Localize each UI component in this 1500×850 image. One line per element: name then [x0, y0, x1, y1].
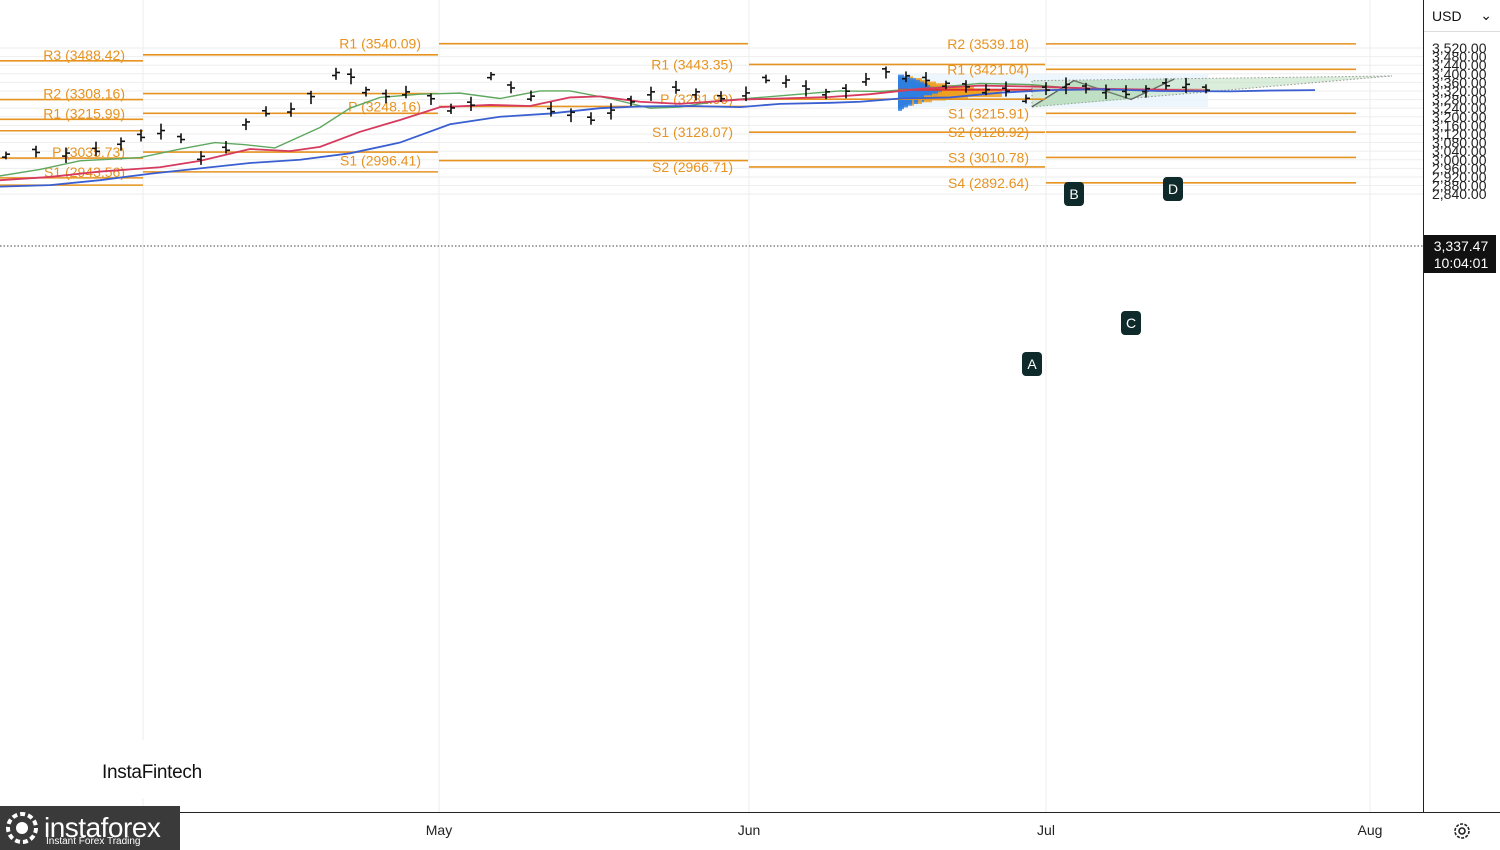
chevron-down-icon: ⌄ [1480, 7, 1492, 23]
pattern-point-label: D [1168, 181, 1178, 197]
gear-icon [1454, 823, 1470, 839]
pattern-point-label: C [1126, 315, 1136, 331]
price-tick-label: 3,120.00 [1432, 126, 1487, 142]
price-tick-label: 3,360.00 [1432, 74, 1487, 90]
price-tick-label: 3,200.00 [1432, 109, 1487, 125]
last-price-tag: 3,337.47 10:04:01 [1424, 235, 1496, 273]
watermark-text: InstaFintech [102, 762, 202, 783]
price-tick-label: 2,960.00 [1432, 160, 1487, 176]
price-tick-label: 2,920.00 [1432, 169, 1487, 185]
pattern-point-marker [1163, 177, 1183, 201]
price-axis-bg [1424, 0, 1500, 812]
volume-bar [912, 98, 914, 106]
price-tick-label: 3,400.00 [1432, 66, 1487, 82]
currency-label: USD [1432, 7, 1462, 24]
price-tick-label: 3,080.00 [1432, 135, 1487, 151]
price-tick-label: 2,840.00 [1432, 186, 1487, 202]
pivot-label: S2 (3128.92) [948, 124, 1029, 140]
ma-slow-line [0, 88, 1316, 188]
pivot-label: R2 (3308.16) [43, 86, 125, 102]
price-tick-label: 3,280.00 [1432, 92, 1487, 108]
volume-bar [942, 90, 1002, 98]
time-tick-label: Jun [738, 822, 761, 838]
pattern-xab [1032, 80, 1131, 107]
pivot-label: S2 (2966.71) [652, 159, 733, 175]
volume-bar [918, 97, 922, 104]
pivot-label: S4 (2892.64) [948, 175, 1029, 191]
logo-name: instaforex [44, 812, 161, 843]
price-tick-label: 2,880.00 [1432, 178, 1487, 194]
pivot-label: R3 (3488.42) [43, 47, 125, 63]
volume-bar [898, 103, 902, 111]
ohlc-bars [2, 66, 1210, 165]
pivot-label: P (3035.73) [52, 144, 125, 160]
logo-gear-icon [6, 812, 38, 844]
volume-bar [938, 91, 968, 99]
time-tick-label: May [426, 822, 452, 838]
logo-tagline: Instant Forex Trading [46, 836, 141, 847]
pattern-labels: A B C D [1022, 177, 1183, 376]
currency-selector[interactable]: USD ⌄ [1424, 0, 1500, 32]
pattern-point-label: B [1069, 186, 1078, 202]
time-axis[interactable]: May Jun Jul Aug [426, 822, 1383, 838]
price-tick-label: 3,160.00 [1432, 117, 1487, 133]
price-tick-label: 3,480.00 [1432, 49, 1487, 65]
price-tick-label: 3,320.00 [1432, 83, 1487, 99]
watermark-box [92, 740, 224, 798]
pivot-label: R1 (3443.35) [651, 56, 733, 72]
pivot-label: S1 (2996.41) [340, 153, 421, 169]
time-tick-label: Jul [1037, 822, 1055, 838]
price-tick-label: 3,240.00 [1432, 100, 1487, 116]
price-tick-label: 3,040.00 [1432, 143, 1487, 159]
ma-mid-line [0, 84, 1211, 182]
pattern-point-marker [1022, 352, 1042, 376]
price-tick-label: 3,520.00 [1432, 40, 1487, 56]
pattern-point-marker [1064, 182, 1084, 206]
time-axis-bg [0, 812, 1424, 850]
moving-averages [0, 82, 1316, 188]
settings-gear-icon[interactable] [1424, 812, 1500, 850]
brand-logo: instaforex Instant Forex Trading [0, 806, 180, 850]
price-axis[interactable]: 3,520.003,480.003,440.003,400.003,360.00… [1432, 40, 1487, 202]
last-price-timer: 10:04:01 [1434, 255, 1489, 271]
pattern-point-marker [1121, 311, 1141, 335]
chart-grid [0, 0, 1424, 812]
pivot-label: R1 (3215.99) [43, 105, 125, 121]
pivot-label: R1 (3540.09) [339, 36, 421, 52]
pivot-label: S3 (3010.78) [948, 149, 1029, 165]
last-price-value: 3,337.47 [1434, 238, 1489, 254]
price-tick-label: 3,000.00 [1432, 152, 1487, 168]
pivot-levels: R3 (3488.42) R2 (3308.16) R1 (3215.99) P (3… [0, 36, 1356, 191]
time-tick-label: Aug [1358, 822, 1383, 838]
pivot-label: S1 (3128.07) [652, 124, 733, 140]
pivot-label: S1 (3215.91) [948, 105, 1029, 121]
pivot-label: R2 (3539.18) [947, 36, 1029, 52]
pivot-label: R1 (3421.04) [947, 61, 1029, 77]
pivot-label: P (3248.16) [348, 98, 421, 114]
pattern-point-label: A [1027, 356, 1037, 372]
price-tick-label: 3,440.00 [1432, 57, 1487, 73]
